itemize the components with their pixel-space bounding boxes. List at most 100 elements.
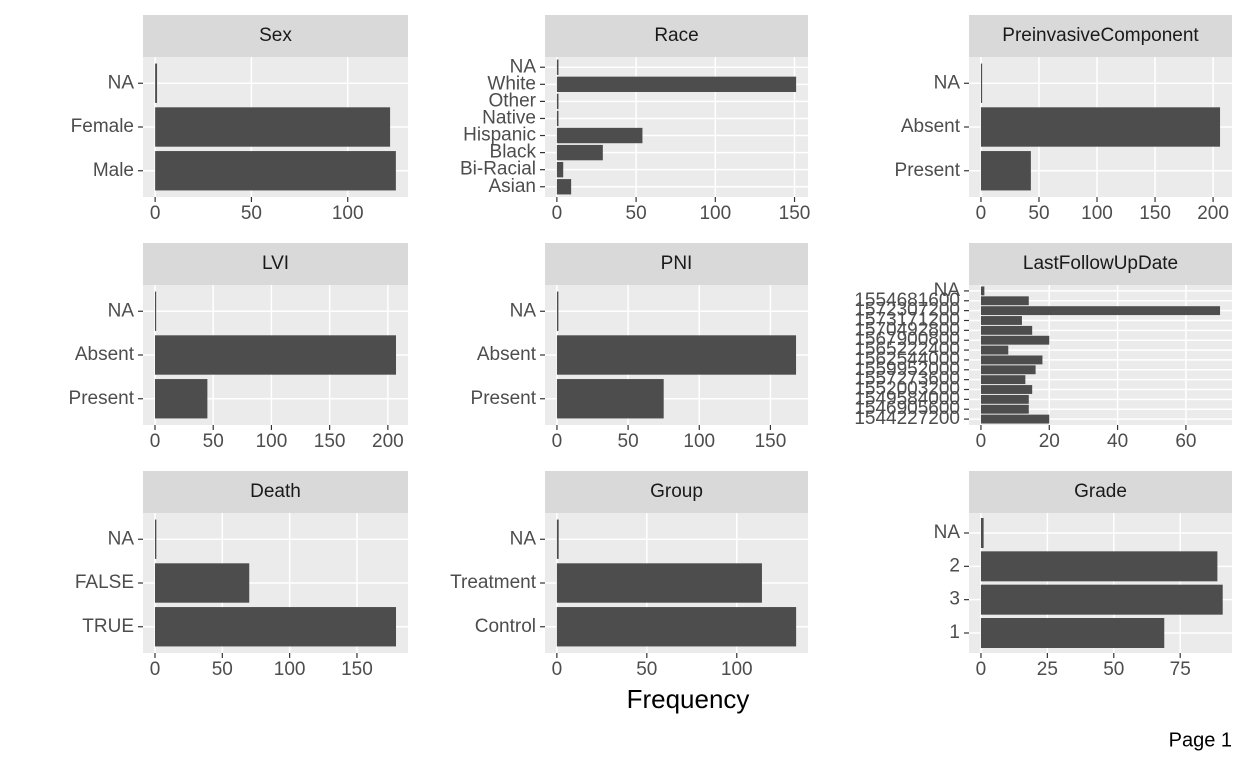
x-tick-label: 50 xyxy=(203,431,224,452)
bar xyxy=(556,607,797,647)
bar xyxy=(980,551,1218,582)
panel-title: LastFollowUpDate xyxy=(1023,253,1178,274)
y-tick-label: Other xyxy=(488,90,536,111)
y-tick-label: 1573171200 xyxy=(854,310,960,331)
strip xyxy=(143,15,408,57)
y-tick-label: TRUE xyxy=(82,616,134,637)
x-tick-label: 150 xyxy=(755,431,787,452)
bar xyxy=(155,63,158,103)
y-tick-label: NA xyxy=(108,72,135,93)
x-tick-label: 25 xyxy=(1037,659,1058,680)
panel-title: Race xyxy=(654,25,698,46)
y-tick-label: Black xyxy=(490,142,537,163)
x-tick-label: 50 xyxy=(1103,659,1124,680)
bar xyxy=(556,179,572,195)
y-tick-label: Treatment xyxy=(450,572,537,593)
y-tick-label: Male xyxy=(93,160,134,181)
bar xyxy=(556,93,559,110)
bar xyxy=(980,394,1029,404)
y-tick-label: 1570492800 xyxy=(854,319,960,340)
strip xyxy=(969,471,1232,513)
x-tick-label: 0 xyxy=(976,659,987,680)
strip xyxy=(545,15,808,57)
y-tick-label: 1549584000 xyxy=(854,388,960,409)
bar xyxy=(980,286,985,296)
bar xyxy=(154,607,397,647)
x-tick-label: 50 xyxy=(626,203,647,224)
y-tick-label: 1554681600 xyxy=(854,290,960,311)
x-tick-label: 60 xyxy=(1175,431,1196,452)
x-tick-label: 150 xyxy=(779,203,811,224)
x-tick-label: 150 xyxy=(341,659,373,680)
y-tick-label: 1559952000 xyxy=(854,359,960,380)
strip xyxy=(545,243,808,285)
y-tick-label: NA xyxy=(510,56,537,77)
bar xyxy=(154,379,208,419)
x-tick-label: 0 xyxy=(976,431,987,452)
x-tick-label: 150 xyxy=(1139,203,1171,224)
bar xyxy=(556,59,559,75)
bar xyxy=(980,365,1036,375)
x-tick-label: 200 xyxy=(1197,203,1229,224)
bar xyxy=(980,63,983,103)
x-tick-label: 40 xyxy=(1107,431,1128,452)
panel-title: PreinvasiveComponent xyxy=(1002,25,1199,46)
y-tick-label: NA xyxy=(510,300,537,321)
bar xyxy=(556,519,559,559)
strip xyxy=(143,243,408,285)
y-tick-label: White xyxy=(487,73,536,94)
bar xyxy=(154,563,250,603)
y-tick-label: NA xyxy=(934,522,961,543)
bar xyxy=(980,345,1009,355)
bar xyxy=(556,127,643,144)
bar xyxy=(980,518,984,548)
bar xyxy=(556,144,603,161)
y-tick-label: Control xyxy=(475,616,536,637)
bar xyxy=(980,316,1022,325)
bar xyxy=(556,76,797,92)
strip xyxy=(545,471,808,513)
x-tick-label: 50 xyxy=(212,659,233,680)
y-tick-label: 1565222400 xyxy=(854,339,960,360)
y-tick-label: Present xyxy=(471,388,537,409)
y-tick-label: Female xyxy=(71,116,134,137)
y-tick-label: 1572307200 xyxy=(854,300,960,321)
panel-title: LVI xyxy=(262,253,289,274)
y-tick-label: 1562544000 xyxy=(854,349,960,370)
x-tick-label: 50 xyxy=(1028,203,1049,224)
bar xyxy=(980,385,1033,394)
bar xyxy=(980,296,1029,306)
bar xyxy=(154,519,157,559)
x-tick-label: 0 xyxy=(976,203,987,224)
bar xyxy=(556,162,564,178)
bar xyxy=(556,291,559,331)
panel-title: Grade xyxy=(1074,481,1127,502)
x-tick-label: 0 xyxy=(150,203,161,224)
x-tick-label: 150 xyxy=(314,431,346,452)
y-tick-label: 1557273600 xyxy=(854,369,960,390)
bar xyxy=(556,335,797,375)
bar xyxy=(980,375,1026,385)
page-label: Page 1 xyxy=(1169,729,1232,751)
y-tick-label: NA xyxy=(108,300,135,321)
panel-title: Group xyxy=(650,481,703,502)
bar xyxy=(980,355,1043,365)
y-tick-label: Native xyxy=(482,107,536,128)
y-tick-label: Absent xyxy=(477,344,537,365)
y-tick-label: Bi-Racial xyxy=(460,159,536,180)
bar xyxy=(155,107,391,147)
strip xyxy=(143,471,408,513)
x-axis-label: Frequency xyxy=(627,684,750,714)
panel-title: PNI xyxy=(661,253,693,274)
x-tick-label: 100 xyxy=(256,431,288,452)
x-tick-label: 20 xyxy=(1039,431,1060,452)
strip xyxy=(969,15,1232,57)
y-tick-label: Present xyxy=(69,388,135,409)
strip xyxy=(969,243,1232,285)
bar xyxy=(556,379,664,419)
x-tick-label: 50 xyxy=(636,659,657,680)
y-tick-label: NA xyxy=(510,528,537,549)
bar xyxy=(556,563,762,603)
y-tick-label: NA xyxy=(108,528,135,549)
